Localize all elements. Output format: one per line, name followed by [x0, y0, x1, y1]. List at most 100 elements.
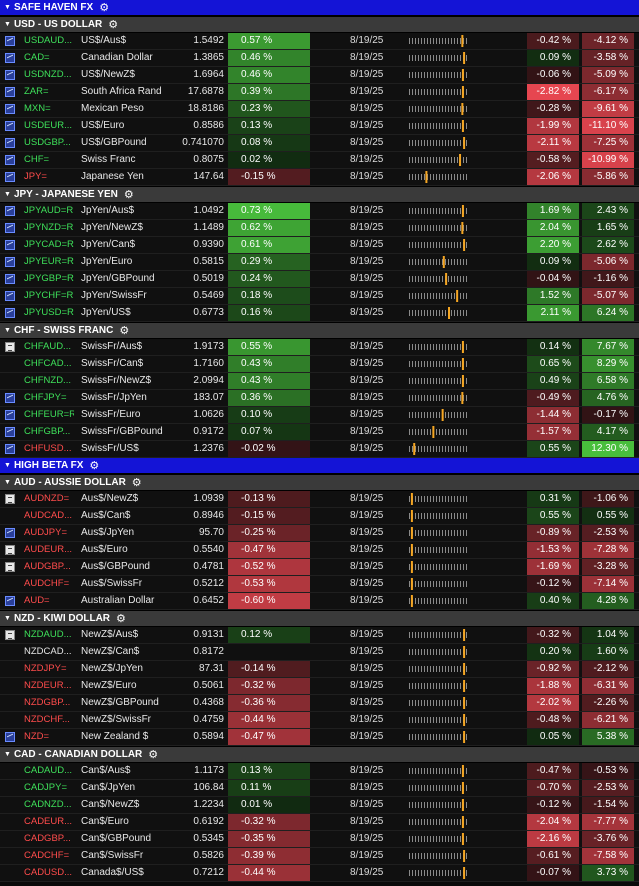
table-row[interactable]: NZDAUD... NewZ$/Aus$ 0.9131 0.12 % 8/19/25 -0…	[0, 627, 639, 644]
table-row[interactable]: CHFUSD... SwissFr/US$ 1.2376 -0.02 % 8/19/25…	[0, 441, 639, 458]
chart-icon[interactable]	[5, 172, 15, 182]
section-header[interactable]: ▼ HIGH BETA FX ⚙	[0, 458, 639, 474]
group-header[interactable]: ▼ USD - US DOLLAR ⚙	[0, 16, 639, 33]
chart-icon[interactable]	[5, 36, 15, 46]
ric-code[interactable]: USDAUD...	[24, 35, 73, 46]
ric-code[interactable]: JPYCHF=R	[24, 290, 74, 301]
ric-code[interactable]: AUDGBP...	[24, 561, 71, 572]
ric-code[interactable]: AUDCAD...	[24, 510, 73, 521]
chart-icon[interactable]	[5, 70, 15, 80]
table-row[interactable]: CADAUD... Can$/Aus$ 1.1173 0.13 % 8/19/25 -0.…	[0, 763, 639, 780]
chart-icon[interactable]	[5, 53, 15, 63]
chart-icon[interactable]	[5, 155, 15, 165]
table-row[interactable]: USDNZD... US$/NewZ$ 1.6964 0.46 % 8/19/25 -0.…	[0, 67, 639, 84]
ric-code[interactable]: JPY=	[24, 171, 47, 182]
table-row[interactable]: CHF= Swiss Franc 0.8075 0.02 % 8/19/25 -0.58 …	[0, 152, 639, 169]
table-row[interactable]: NZDJPY= NewZ$/JpYen 87.31 -0.14 % 8/19/25 -0.…	[0, 661, 639, 678]
ric-code[interactable]: CHFNZD...	[24, 375, 71, 386]
table-row[interactable]: NZDEUR... NewZ$/Euro 0.5061 -0.32 % 8/19/25 -…	[0, 678, 639, 695]
collapse-caret-icon[interactable]: ▼	[4, 4, 11, 11]
collapse-caret-icon[interactable]: ▼	[4, 751, 11, 758]
table-row[interactable]: CADCHF= Can$/SwissFr 0.5826 -0.39 % 8/19/25 -…	[0, 848, 639, 865]
table-row[interactable]: CADEUR... Can$/Euro 0.6192 -0.32 % 8/19/25 -2…	[0, 814, 639, 831]
table-row[interactable]: AUDCAD... Aus$/Can$ 0.8946 -0.15 % 8/19/25 0.…	[0, 508, 639, 525]
news-icon[interactable]	[5, 545, 15, 555]
ric-code[interactable]: AUD=	[24, 595, 50, 606]
table-row[interactable]: JPY= Japanese Yen 147.64 -0.15 % 8/19/25 -2.0…	[0, 169, 639, 186]
ric-code[interactable]: CHFGBP...	[24, 426, 71, 437]
table-row[interactable]: AUDJPY= Aus$/JpYen 95.70 -0.25 % 8/19/25 -0.8…	[0, 525, 639, 542]
ric-code[interactable]: NZD=	[24, 731, 50, 742]
chart-icon[interactable]	[5, 596, 15, 606]
chart-icon[interactable]	[5, 240, 15, 250]
table-row[interactable]: MXN= Mexican Peso 18.8186 0.23 % 8/19/25 -0.2…	[0, 101, 639, 118]
table-row[interactable]: JPYGBP=R JpYen/GBPound 0.5019 0.24 % 8/19/25…	[0, 271, 639, 288]
gear-icon[interactable]: ⚙	[148, 749, 159, 761]
table-row[interactable]: CADUSD... Canada$/US$ 0.7212 -0.44 % 8/19/25…	[0, 865, 639, 882]
ric-code[interactable]: NZDCHF...	[24, 714, 70, 725]
chart-icon[interactable]	[5, 732, 15, 742]
chart-icon[interactable]	[5, 257, 15, 267]
ric-code[interactable]: JPYAUD=R	[24, 205, 74, 216]
ric-code[interactable]: USDNZD...	[24, 69, 72, 80]
table-row[interactable]: JPYUSD=R JpYen/US$ 0.6773 0.16 % 8/19/25 2.11…	[0, 305, 639, 322]
ric-code[interactable]: JPYEUR=R	[24, 256, 74, 267]
news-icon[interactable]	[5, 562, 15, 572]
table-row[interactable]: CADNZD... Can$/NewZ$ 1.2234 0.01 % 8/19/25 -0…	[0, 797, 639, 814]
chart-icon[interactable]	[5, 104, 15, 114]
table-row[interactable]: CADJPY= Can$/JpYen 106.84 0.11 % 8/19/25 -0.7…	[0, 780, 639, 797]
ric-code[interactable]: CADGBP...	[24, 833, 71, 844]
collapse-caret-icon[interactable]: ▼	[4, 615, 11, 622]
table-row[interactable]: ZAR= South Africa Rand 17.6878 0.39 % 8/19/2…	[0, 84, 639, 101]
table-row[interactable]: CHFCAD... SwissFr/Can$ 1.7160 0.43 % 8/19/25…	[0, 356, 639, 373]
gear-icon[interactable]: ⚙	[99, 2, 110, 14]
ric-code[interactable]: JPYGBP=R	[24, 273, 74, 284]
news-icon[interactable]	[5, 342, 15, 352]
collapse-caret-icon[interactable]: ▼	[4, 462, 11, 469]
table-row[interactable]: CAD= Canadian Dollar 1.3865 0.46 % 8/19/25 0.…	[0, 50, 639, 67]
ric-code[interactable]: NZDGBP...	[24, 697, 71, 708]
collapse-caret-icon[interactable]: ▼	[4, 21, 11, 28]
table-row[interactable]: CHFGBP... SwissFr/GBPound 0.9172 0.07 % 8/19…	[0, 424, 639, 441]
table-row[interactable]: JPYNZD=R JpYen/NewZ$ 1.1489 0.62 % 8/19/25 2.…	[0, 220, 639, 237]
ric-code[interactable]: AUDNZD=	[24, 493, 70, 504]
table-row[interactable]: AUD= Australian Dollar 0.6452 -0.60 % 8/19/2…	[0, 593, 639, 610]
table-row[interactable]: CHFEUR=R SwissFr/Euro 1.0626 0.10 % 8/19/25 -…	[0, 407, 639, 424]
collapse-caret-icon[interactable]: ▼	[4, 327, 11, 334]
table-row[interactable]: AUDNZD= Aus$/NewZ$ 1.0939 -0.13 % 8/19/25 0.3…	[0, 491, 639, 508]
ric-code[interactable]: JPYNZD=R	[24, 222, 74, 233]
collapse-caret-icon[interactable]: ▼	[4, 191, 11, 198]
ric-code[interactable]: CHFUSD...	[24, 443, 72, 454]
ric-code[interactable]: CADEUR...	[24, 816, 73, 827]
ric-code[interactable]: CHFCAD...	[24, 358, 72, 369]
ric-code[interactable]: CHF=	[24, 154, 50, 165]
ric-code[interactable]: NZDEUR...	[24, 680, 72, 691]
ric-code[interactable]: CADUSD...	[24, 867, 73, 878]
group-header[interactable]: ▼ NZD - KIWI DOLLAR ⚙	[0, 610, 639, 627]
chart-icon[interactable]	[5, 444, 15, 454]
ric-code[interactable]: USDEUR...	[24, 120, 73, 131]
ric-code[interactable]: CADJPY=	[24, 782, 68, 793]
chart-icon[interactable]	[5, 528, 15, 538]
gear-icon[interactable]: ⚙	[108, 19, 119, 31]
ric-code[interactable]: USDGBP...	[24, 137, 71, 148]
news-icon[interactable]	[5, 630, 15, 640]
ric-code[interactable]: CADNZD...	[24, 799, 72, 810]
gear-icon[interactable]: ⚙	[116, 613, 126, 625]
table-row[interactable]: USDGBP... US$/GBPound 0.741070 0.08 % 8/19/2…	[0, 135, 639, 152]
table-row[interactable]: CHFNZD... SwissFr/NewZ$ 2.0994 0.43 % 8/19/2…	[0, 373, 639, 390]
chart-icon[interactable]	[5, 274, 15, 284]
gear-icon[interactable]: ⚙	[131, 477, 142, 489]
ric-code[interactable]: CADAUD...	[24, 765, 73, 776]
chart-icon[interactable]	[5, 410, 15, 420]
table-row[interactable]: NZDCAD... NewZ$/Can$ 0.8172 8/19/25 0.20 % 1.…	[0, 644, 639, 661]
table-row[interactable]: CADGBP... Can$/GBPound 0.5345 -0.35 % 8/19/2…	[0, 831, 639, 848]
chart-icon[interactable]	[5, 223, 15, 233]
table-row[interactable]: USDAUD... US$/Aus$ 1.5492 0.57 % 8/19/25 -0.4…	[0, 33, 639, 50]
gear-icon[interactable]: ⚙	[119, 325, 130, 337]
chart-icon[interactable]	[5, 308, 15, 318]
ric-code[interactable]: MXN=	[24, 103, 51, 114]
chart-icon[interactable]	[5, 206, 15, 216]
table-row[interactable]: NZDCHF... NewZ$/SwissFr 0.4759 -0.44 % 8/19/…	[0, 712, 639, 729]
ric-code[interactable]: CHFEUR=R	[24, 409, 74, 420]
